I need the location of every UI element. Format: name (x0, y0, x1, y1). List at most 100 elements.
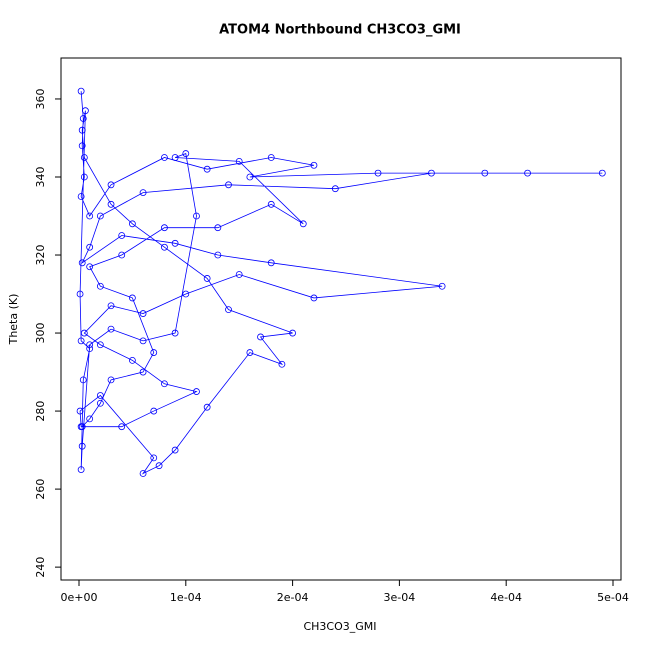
data-point (76, 407, 84, 415)
data-point (77, 193, 85, 200)
data-point (171, 154, 179, 161)
data-point (107, 325, 115, 333)
plot-frame (60, 57, 622, 581)
data-point (139, 310, 147, 317)
data-point (214, 251, 222, 259)
data-point (299, 220, 307, 228)
data-point (86, 341, 94, 349)
data-point (79, 115, 87, 122)
data-point (524, 169, 531, 177)
data-point (225, 306, 232, 314)
data-point (161, 154, 168, 161)
data-point (267, 259, 275, 267)
data-point (331, 185, 339, 193)
x-tick-label: 4e-04 (490, 591, 522, 604)
y-tick-label: 360 (34, 88, 47, 109)
data-point (80, 173, 88, 181)
data-point (150, 349, 158, 356)
data-point (139, 189, 147, 196)
data-point (203, 403, 211, 411)
data-point (77, 87, 85, 95)
y-tick-label: 300 (34, 323, 47, 344)
y-tick-label: 260 (34, 479, 47, 500)
data-point (310, 161, 318, 169)
data-point (82, 107, 89, 115)
x-tick-label: 5e-04 (597, 591, 629, 604)
data-point (438, 282, 446, 290)
data-point (96, 399, 104, 407)
data-point (428, 169, 435, 177)
data-point (171, 446, 179, 454)
y-tick-label: 340 (34, 166, 47, 187)
data-point (278, 360, 286, 368)
data-point (128, 294, 136, 302)
data-point (96, 392, 104, 399)
data-point (118, 251, 126, 259)
data-point (78, 142, 86, 150)
data-point (182, 290, 190, 298)
y-tick-label: 320 (34, 245, 47, 266)
chart-title: ATOM4 Northbound CH3CO3_GMI (219, 23, 461, 38)
data-point (107, 376, 115, 384)
data-point (139, 470, 147, 477)
data-point (150, 407, 158, 415)
data-point (80, 154, 88, 161)
data-point (481, 169, 489, 177)
data-point (107, 200, 115, 208)
data-point (118, 232, 126, 239)
data-point (289, 329, 296, 337)
data-point (77, 466, 85, 473)
data-point (267, 200, 275, 208)
data-point (171, 329, 179, 337)
data-point (598, 169, 606, 177)
data-point (161, 380, 168, 388)
data-point (78, 259, 86, 267)
y-tick-label: 240 (34, 557, 47, 578)
data-point (203, 275, 211, 282)
x-tick-label: 3e-04 (384, 591, 416, 604)
data-point (374, 169, 382, 177)
data-point (107, 181, 115, 189)
data-point (171, 239, 179, 247)
data-point (150, 454, 158, 462)
data-point (139, 337, 147, 345)
data-point (96, 341, 104, 349)
data-point (214, 224, 222, 232)
y-axis-label: Theta (K) (7, 294, 20, 346)
data-point (257, 333, 264, 341)
data-point (86, 415, 94, 423)
data-point (76, 290, 84, 298)
data-point (161, 243, 168, 251)
data-line (79, 91, 603, 475)
data-point (78, 442, 86, 450)
data-point (78, 423, 86, 431)
data-point (235, 157, 243, 165)
data-point (79, 376, 87, 384)
data-point (77, 337, 85, 345)
x-tick-label: 1e-04 (170, 591, 202, 604)
data-point (246, 349, 254, 356)
x-axis-label: CH3CO3_GMI (303, 620, 376, 633)
data-point (139, 368, 147, 376)
data-point (182, 150, 190, 157)
x-tick-label: 2e-04 (277, 591, 309, 604)
data-point (310, 294, 318, 302)
y-tick-label: 280 (34, 401, 47, 422)
data-point (86, 345, 94, 353)
data-point (193, 212, 200, 220)
data-point (96, 212, 104, 220)
data-point (193, 388, 200, 395)
data-point (118, 423, 126, 431)
data-point (86, 263, 94, 271)
data-point (86, 212, 94, 220)
x-tick-label: 0e+00 (61, 591, 98, 604)
data-point (235, 271, 243, 278)
data-point (161, 224, 168, 232)
data-point (80, 329, 88, 337)
data-point (86, 243, 94, 251)
data-point (246, 173, 254, 181)
data-point (203, 165, 211, 173)
data-point (107, 302, 115, 310)
